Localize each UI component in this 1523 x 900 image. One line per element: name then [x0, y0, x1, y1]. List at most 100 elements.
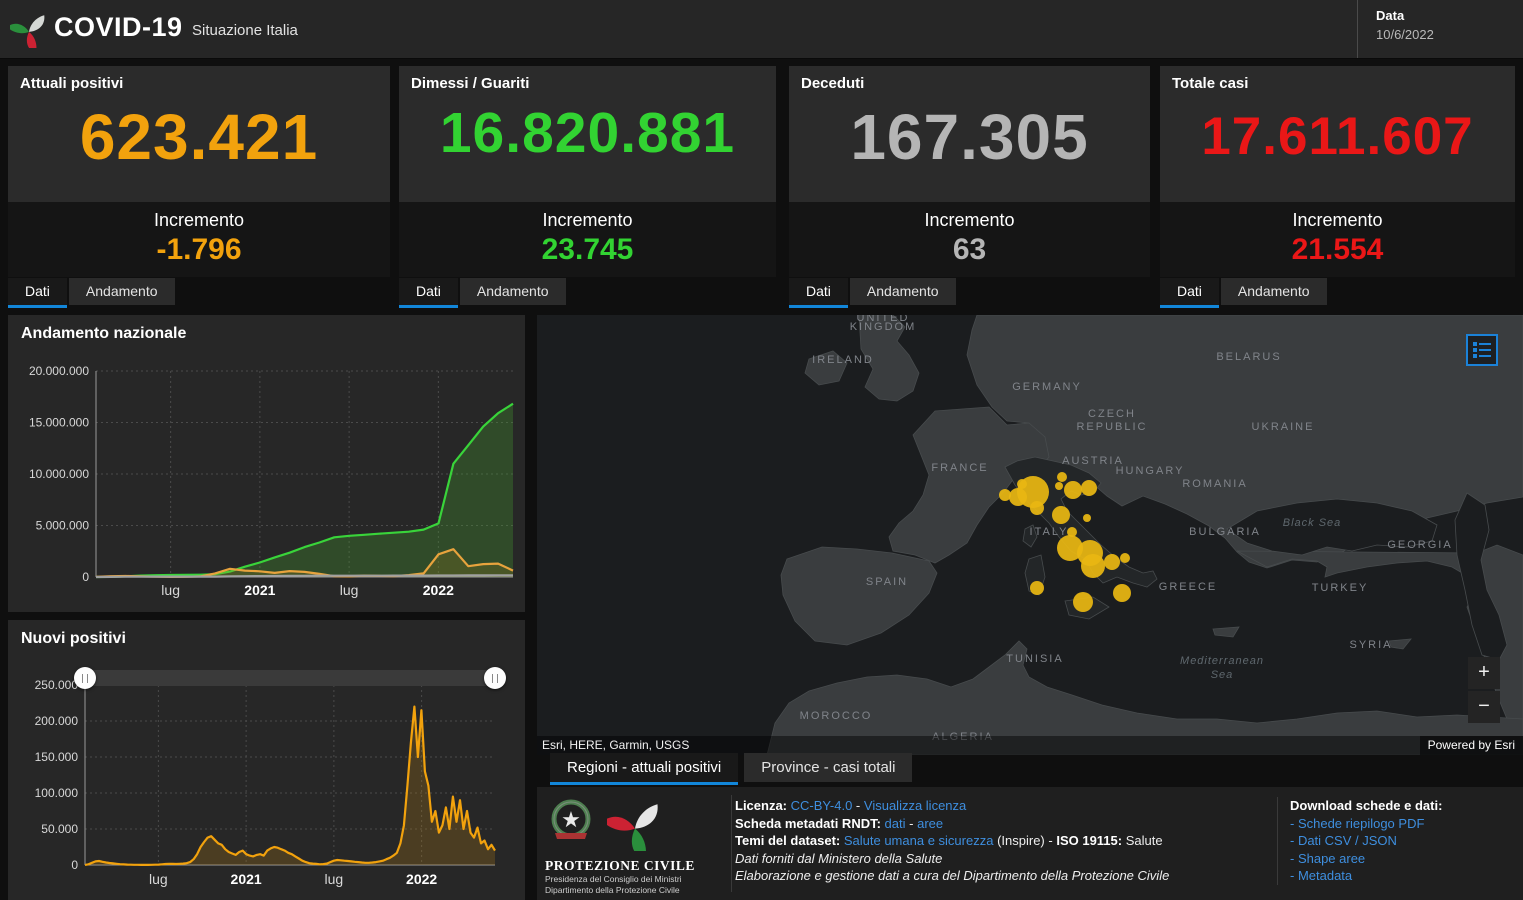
y-tick-label: 20.000.000 [29, 364, 89, 378]
country-label: GREECE [1159, 581, 1217, 593]
increment-value: 23.745 [541, 233, 634, 266]
tab-province-casi-totali[interactable]: Province - casi totali [744, 753, 913, 782]
region-bubble[interactable] [1052, 506, 1070, 524]
country-label: FRANCE [931, 462, 988, 474]
tab-andamento[interactable]: Andamento [68, 278, 175, 305]
card-tabs: Dati Andamento [789, 278, 956, 308]
region-bubble[interactable] [1081, 554, 1105, 578]
region-bubble[interactable] [1073, 592, 1093, 612]
footer: ★ PROTEZIONE CIVILE Presidenza del Consi… [537, 787, 1523, 900]
minus-icon: − [1478, 695, 1490, 717]
map-attribution: Esri, HERE, Garmin, USGS [542, 738, 690, 752]
region-bubble[interactable] [1009, 488, 1027, 506]
y-tick-label: 200.000 [35, 714, 79, 728]
license-link[interactable]: CC-BY-4.0 [790, 798, 853, 813]
legend-icon [1473, 342, 1491, 358]
region-bubble[interactable] [1064, 481, 1082, 499]
region-bubble[interactable] [1113, 584, 1131, 602]
time-range-slider-left-handle[interactable] [74, 667, 96, 689]
page-subtitle: Situazione Italia [192, 22, 298, 39]
country-label: SYRIA [1349, 639, 1392, 651]
series-Dimessi / Guariti [95, 402, 514, 579]
region-bubble[interactable] [1030, 581, 1044, 595]
country-label: CZECH [1088, 408, 1136, 420]
protezione-civile-triangle-icon [603, 804, 659, 861]
region-bubble[interactable] [1055, 482, 1063, 490]
app-header: COVID-19 Situazione Italia Data 10/6/202… [0, 0, 1523, 59]
y-tick-label: 0 [71, 858, 78, 872]
chart-title: Andamento nazionale [21, 325, 187, 342]
region-bubble[interactable] [1081, 480, 1097, 496]
visualizza-licenza-link[interactable]: Visualizza licenza [863, 798, 967, 813]
sea-label: Mediterranean [1180, 655, 1264, 667]
italy-emblem-icon: ★ [551, 799, 591, 839]
card-value: 167.305 [850, 101, 1089, 173]
region-bubble[interactable] [1083, 514, 1091, 522]
download-metadata-link[interactable]: - Metadata [1290, 868, 1353, 883]
country-label: GERMANY [1012, 381, 1082, 393]
region-bubble[interactable] [1067, 527, 1077, 537]
download-shape-link[interactable]: - Shape aree [1290, 850, 1366, 866]
rndt-label: Scheda metadati RNDT: [735, 815, 881, 831]
sea-label: Black Sea [1283, 517, 1342, 529]
region-bubble[interactable] [1057, 535, 1083, 561]
slider-grip-icon [82, 673, 88, 683]
slider-grip-icon [492, 673, 498, 683]
country-label: BELARUS [1216, 351, 1281, 363]
card-title: Dimessi / Guariti [411, 75, 530, 92]
tab-andamento[interactable]: Andamento [459, 278, 566, 305]
tab-dati[interactable]: Dati [8, 278, 67, 308]
tab-dati[interactable]: Dati [399, 278, 458, 308]
rndt-dati-link[interactable]: dati [884, 815, 906, 831]
country-label: UNITED [857, 315, 910, 324]
country-label: GEORGIA [1387, 539, 1452, 551]
country-label: HUNGARY [1116, 465, 1185, 477]
temi-line: Temi del dataset: Salute umana e sicurez… [735, 832, 1523, 850]
iso-label: ISO 19115: [1056, 833, 1123, 848]
region-bubble[interactable] [1057, 472, 1067, 482]
region-bubble[interactable] [1030, 501, 1044, 515]
tab-andamento[interactable]: Andamento [849, 278, 956, 305]
tab-dati[interactable]: Dati [789, 278, 848, 308]
region-bubble[interactable] [999, 489, 1011, 501]
zoom-out-button[interactable]: − [1468, 691, 1500, 723]
x-tick-label: lug [149, 871, 168, 887]
tab-regioni-attuali-positivi[interactable]: Regioni - attuali positivi [550, 753, 739, 785]
country-label: ITALY [1030, 526, 1069, 538]
y-tick-label: 250.000 [35, 678, 79, 692]
increment-label: Incremento [153, 210, 245, 230]
increment-label: Incremento [1292, 210, 1383, 230]
footer-metadata: Licenza: CC-BY-4.0 - Visualizza licenza … [735, 797, 1523, 885]
download-csv-json-link[interactable]: - Dati CSV / JSON [1290, 833, 1397, 848]
card-totale-casi: Totale casi 17.611.607 Incremento 21.554 [1160, 66, 1515, 277]
tab-dati[interactable]: Dati [1160, 278, 1219, 308]
x-tick-label: 2022 [406, 871, 437, 887]
legend-button[interactable] [1466, 334, 1498, 366]
region-bubble[interactable] [1017, 479, 1027, 489]
panel-andamento-nazionale: Andamento nazionale 0 5.000.000 10.000.000… [8, 315, 525, 612]
andamento-nazionale-chart: 0 5.000.000 10.000.000 15.000.000 20.000.000… [29, 364, 514, 598]
increment-block: Incremento 63 [789, 202, 1150, 277]
x-tick-label: lug [325, 871, 344, 887]
salute-umana-link[interactable]: Salute umana e sicurezza [843, 833, 994, 848]
rndt-aree-link[interactable]: aree [917, 815, 944, 831]
powered-by-esri: Powered by Esri [1419, 736, 1523, 755]
time-range-slider-right-handle[interactable] [484, 667, 506, 689]
panel-nuovi-positivi: Nuovi positivi 0 50.000 100.000 150.000 200.… [8, 620, 525, 900]
europe-map[interactable]: UNITED KINGDOM IRELAND BELARUS GERMANY CZECH R… [537, 312, 1523, 756]
temi-mid: (Inspire) - [997, 833, 1053, 848]
y-tick-label: 50.000 [41, 822, 78, 836]
zoom-in-button[interactable]: + [1468, 657, 1500, 689]
region-bubble[interactable] [1120, 553, 1130, 563]
region-bubble[interactable] [1104, 554, 1120, 570]
license-label: Licenza: [735, 798, 788, 813]
tab-andamento[interactable]: Andamento [1220, 278, 1327, 305]
page-title: COVID-19 [54, 12, 183, 42]
time-range-slider-track[interactable] [85, 670, 495, 686]
download-pdf-link[interactable]: - Schede riepilogo PDF [1290, 815, 1425, 831]
card-tabs: Dati Andamento [8, 278, 175, 308]
y-tick-label: 10.000.000 [29, 467, 89, 481]
increment-value: -1.796 [156, 233, 242, 266]
country-label: MOROCCO [800, 710, 873, 722]
